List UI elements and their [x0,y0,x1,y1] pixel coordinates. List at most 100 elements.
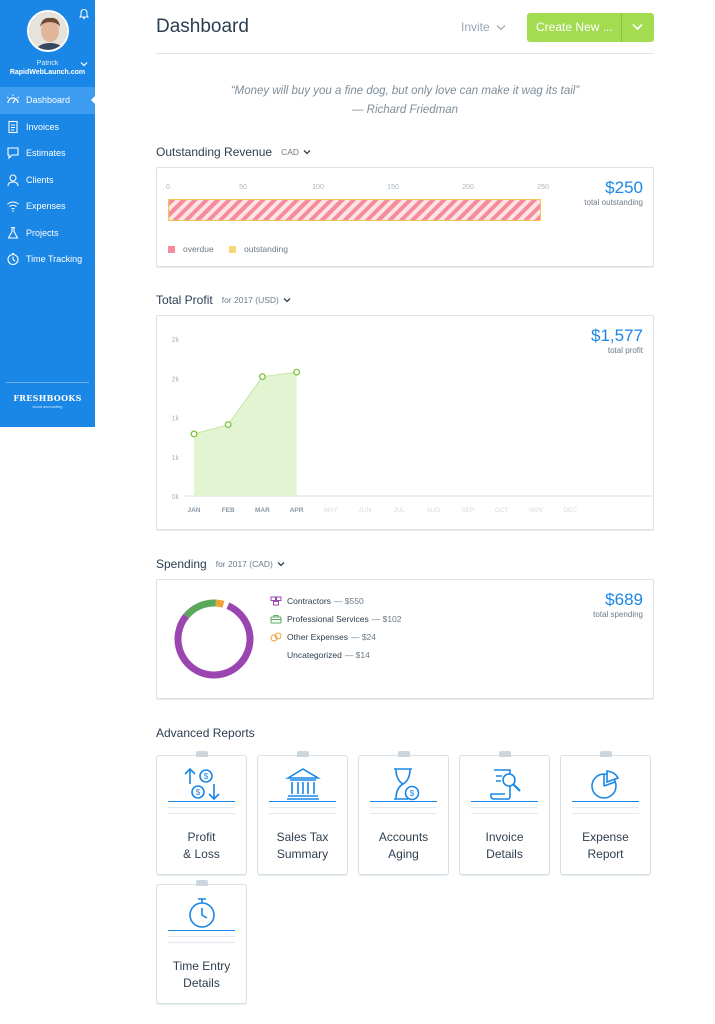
spending-amount: $689 [605,590,643,609]
professional-services-icon [270,615,282,624]
sidebar-nav: Dashboard Invoices Estimates Clients Exp… [0,87,95,273]
revenue-title: Outstanding Revenue [156,145,273,159]
spending-card: Contractors — $550 Professional Services… [156,579,654,699]
clip [499,751,511,757]
report-label: Invoice Details [485,830,524,861]
profit-area [194,372,297,496]
sidebar-item-time-tracking[interactable]: Time Tracking [0,246,95,273]
sidebar-item-label: Dashboard [26,95,71,106]
accounts-aging-icon: $ [394,768,420,801]
clip [398,751,410,757]
donut-slice[interactable] [222,600,230,610]
chevron-down-icon[interactable] [80,61,88,67]
report-accounts-aging[interactable]: $ Accounts Aging [358,751,449,875]
spending-item-other-expenses[interactable]: Other Expenses — $24 [270,628,402,646]
legend-overdue: overdue [168,244,214,254]
sidebar-item-label: Time Tracking [26,254,83,265]
x-tick-label: MAR [255,507,270,514]
company-name[interactable]: RapidWebLaunch.com [9,69,86,76]
dashboard-icon [6,94,20,104]
x-tick-label: 50 [239,184,247,191]
x-tick-label: SEP [461,507,474,514]
report-profit-loss[interactable]: $ $ Profit & Loss [156,751,247,875]
y-tick-label: 1k [172,416,180,423]
spending-period-dropdown[interactable]: for 2017 (CAD) [216,559,285,569]
x-tick-label: JUN [359,507,372,514]
quote-author: — Richard Friedman [351,104,459,116]
x-tick-label: 200 [462,184,474,191]
revenue-bar-overdue[interactable] [168,199,541,221]
report-sales-tax-summary[interactable]: Sales Tax Summary [257,751,348,875]
projects-icon [7,226,19,239]
clients-icon [7,174,19,186]
sidebar-item-label: Estimates [26,148,66,159]
sidebar-item-label: Clients [26,174,54,185]
chevron-down-icon [283,298,291,303]
y-tick-label: 1k [172,455,180,462]
profit-period-dropdown[interactable]: for 2017 (USD) [222,295,291,305]
button-divider [621,13,622,42]
sidebar-item-invoices[interactable]: Invoices [0,114,95,141]
invite-dropdown[interactable]: Invite [461,20,506,34]
report-label: Time Entry Details [172,959,231,990]
spending-item-contractors[interactable]: Contractors — $550 [270,592,402,610]
reports-section-title: Advanced Reports [156,726,255,740]
x-tick-label: MAY [324,507,338,514]
avatar[interactable] [27,10,69,52]
sidebar: Patrick RapidWebLaunch.com Dashboard Inv… [0,0,95,427]
donut-slice[interactable] [174,602,254,679]
quote: “Money will buy you a fine dog, but only… [156,82,654,120]
currency-dropdown[interactable]: CAD [281,147,311,157]
profit-point[interactable] [224,421,232,429]
revenue-amount: $250 [605,178,643,197]
x-tick-label: 0 [166,184,170,191]
y-tick-label: 0k [172,494,180,501]
clip [600,751,612,757]
x-tick-label: 150 [387,184,399,191]
report-expense-report[interactable]: Expense Report [560,751,651,875]
report-invoice-details[interactable]: Invoice Details [459,751,550,875]
sidebar-item-estimates[interactable]: Estimates [0,140,95,167]
quote-text: “Money will buy you a fine dog, but only… [230,85,580,97]
clip [196,751,208,757]
sidebar-item-projects[interactable]: Projects [0,220,95,247]
revenue-amount-label: total outstanding [584,198,643,207]
spending-item-uncategorized[interactable]: Uncategorized — $14 [287,650,370,660]
sidebar-divider [6,382,89,383]
profit-point[interactable] [190,430,198,438]
svg-text:$: $ [196,788,201,797]
bell-icon[interactable] [78,8,90,20]
profit-title: Total Profit [156,293,213,307]
revenue-section-title: Outstanding Revenue CAD [156,145,311,159]
profit-point[interactable] [293,368,301,376]
sidebar-item-dashboard[interactable]: Dashboard [0,87,95,114]
spending-donut [174,599,254,679]
x-tick-label: 250 [537,184,549,191]
profit-point[interactable] [258,373,266,381]
legend-swatch [229,245,236,253]
report-label: Profit & Loss [183,830,220,861]
donut-slice[interactable] [183,599,216,619]
sidebar-item-clients[interactable]: Clients [0,167,95,194]
profit-amount: $1,577 [591,326,643,345]
estimates-icon [7,147,19,160]
time-entry-icon [189,898,215,928]
report-label: Accounts Aging [378,830,429,861]
sidebar-item-expenses[interactable]: Expenses [0,193,95,220]
chevron-down-icon[interactable] [632,23,643,31]
spending-item-professional-services[interactable]: Professional Services — $102 [270,610,402,628]
legend-swatch [168,245,175,253]
time-tracking-icon [7,253,19,266]
chevron-down-icon [277,562,285,567]
invite-label: Invite [461,20,490,34]
freshbooks-logo[interactable]: FRESHBOOKS cloud accounting [13,393,82,409]
profit-chart: 0k 1k 1k 2k 2k JAN FEB MAR APR MAY JUN JUL AUG SEP OCT… [172,337,653,514]
x-tick-label: JAN [187,507,200,514]
sidebar-item-label: Expenses [26,201,66,212]
donut-slice[interactable] [215,599,225,608]
create-new-button[interactable]: Create New ... [527,13,654,42]
report-time-entry-details[interactable]: Time Entry Details [156,880,247,1004]
invoices-icon [8,120,18,133]
spending-title: Spending [156,557,207,571]
profit-card: 0k 1k 1k 2k 2k JAN FEB MAR APR MAY JUN JUL AUG SEP OCT… [156,315,654,530]
